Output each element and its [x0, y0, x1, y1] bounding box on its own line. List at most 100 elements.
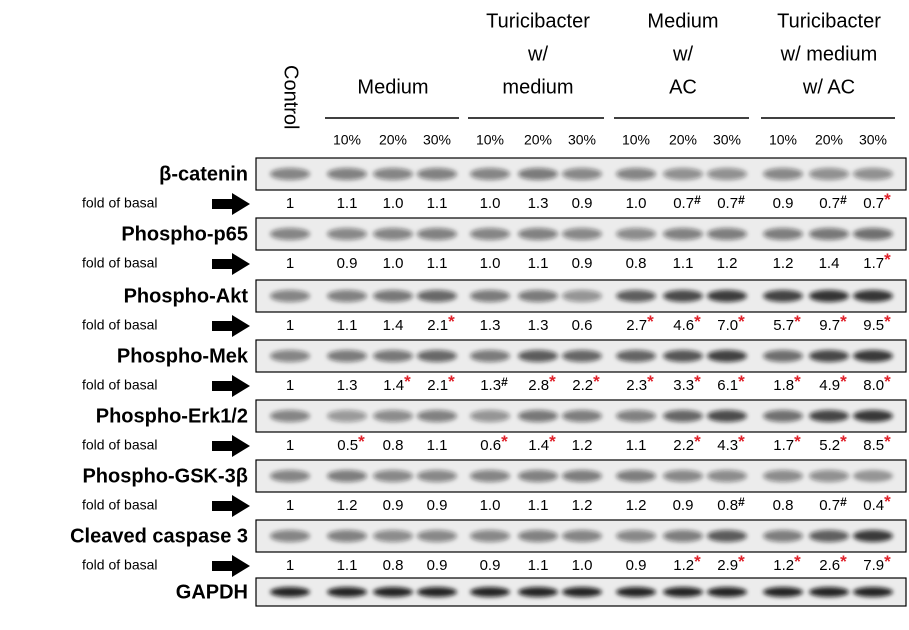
band: [616, 228, 656, 240]
fold-value: 2.3*: [626, 372, 654, 393]
fold-number: 0.4: [863, 497, 884, 514]
band: [470, 410, 510, 422]
band: [809, 470, 849, 482]
significance-mark: *: [840, 552, 847, 571]
blot-bands: [270, 228, 893, 240]
significance-mark: *: [694, 372, 701, 391]
fold-label: fold of basal: [82, 195, 158, 211]
fold-number: 1.2: [773, 557, 794, 574]
fold-value: 2.8*: [528, 372, 556, 393]
significance-mark: *: [738, 432, 745, 451]
fold-value: 0.7#: [819, 495, 847, 514]
fold-value: 5.2*: [819, 432, 847, 453]
band: [518, 587, 558, 597]
fold-number: 1.0: [383, 195, 404, 212]
fold-value: 0.6: [572, 317, 593, 334]
fold-number: 1.0: [572, 557, 593, 574]
fold-value: 1.7*: [773, 432, 801, 453]
band: [417, 350, 457, 362]
group-label: Turicibacter: [777, 10, 881, 32]
band: [327, 470, 367, 482]
band: [470, 228, 510, 240]
fold-value: 5.7*: [773, 312, 801, 333]
significance-mark: *: [647, 372, 654, 391]
fold-value: 0.9: [337, 255, 358, 272]
band: [373, 168, 413, 180]
fold-number: 0.8: [383, 557, 404, 574]
fold-number: 3.3: [673, 377, 694, 394]
fold-value: 1.0: [480, 497, 501, 514]
fold-number: 9.7: [819, 317, 840, 334]
fold-number: 7.9: [863, 557, 884, 574]
significance-mark: *: [404, 372, 411, 391]
band: [763, 350, 803, 362]
arrow: [212, 555, 250, 577]
significance-mark: *: [738, 372, 745, 391]
blot-bands: [270, 168, 893, 180]
group-label: w/ medium: [780, 43, 878, 65]
arrow: [212, 315, 250, 337]
fold-number: 1: [286, 497, 294, 514]
fold-value: 1.2: [337, 497, 358, 514]
fold-number: 2.3: [626, 377, 647, 394]
band: [562, 228, 602, 240]
band: [562, 410, 602, 422]
band: [470, 168, 510, 180]
fold-number: 1.2: [337, 497, 358, 514]
band: [373, 530, 413, 542]
fold-number: 1: [286, 377, 294, 394]
fold-number: 1.3: [528, 317, 549, 334]
band: [616, 350, 656, 362]
band: [663, 168, 703, 180]
significance-mark: *: [840, 372, 847, 391]
band: [616, 410, 656, 422]
fold-value: 0.9: [572, 255, 593, 272]
fold-value: 0.8: [383, 437, 404, 454]
fold-number: 0.8: [626, 255, 647, 272]
fold-number: 6.1: [717, 377, 738, 394]
fold-value: 2.2*: [673, 432, 701, 453]
fold-number: 1.1: [427, 195, 448, 212]
fold-value: 1.3: [528, 317, 549, 334]
band: [809, 587, 849, 597]
significance-mark: *: [694, 432, 701, 451]
significance-mark: *: [884, 190, 891, 209]
significance-mark: *: [884, 312, 891, 331]
fold-value: 0.8: [773, 497, 794, 514]
fold-label: fold of basal: [82, 255, 158, 271]
band: [663, 290, 703, 302]
band: [417, 410, 457, 422]
fold-value: 2.9*: [717, 552, 745, 573]
fold-value: 1.1: [337, 557, 358, 574]
band: [327, 530, 367, 542]
band: [663, 228, 703, 240]
significance-mark: *: [647, 312, 654, 331]
band: [518, 350, 558, 362]
significance-mark: *: [694, 552, 701, 571]
fold-number: 7.0: [717, 317, 738, 334]
fold-value: 1.2*: [673, 552, 701, 573]
band: [809, 410, 849, 422]
blot-bands: [270, 530, 893, 542]
fold-value: 1.2: [717, 255, 738, 272]
group-label: Medium: [647, 10, 718, 32]
significance-mark: *: [794, 312, 801, 331]
fold-value: 1.0: [383, 255, 404, 272]
fold-number: 4.6: [673, 317, 694, 334]
protein-label: Phospho-p65: [121, 223, 248, 245]
group-label: w/: [672, 43, 693, 65]
band: [853, 470, 893, 482]
fold-number: 0.8: [717, 497, 738, 514]
fold-value: 9.7*: [819, 312, 847, 333]
fold-number: 1.0: [383, 255, 404, 272]
fold-number: 5.7: [773, 317, 794, 334]
fold-value: 1.1: [528, 497, 549, 514]
fold-number: 1.4: [383, 317, 404, 334]
fold-number: 1.2: [572, 437, 593, 454]
significance-mark: *: [794, 432, 801, 451]
fold-label: fold of basal: [82, 557, 158, 573]
fold-value: 1.4*: [383, 372, 411, 393]
band: [707, 470, 747, 482]
significance-mark: *: [549, 432, 556, 451]
fold-value: 0.9: [572, 195, 593, 212]
